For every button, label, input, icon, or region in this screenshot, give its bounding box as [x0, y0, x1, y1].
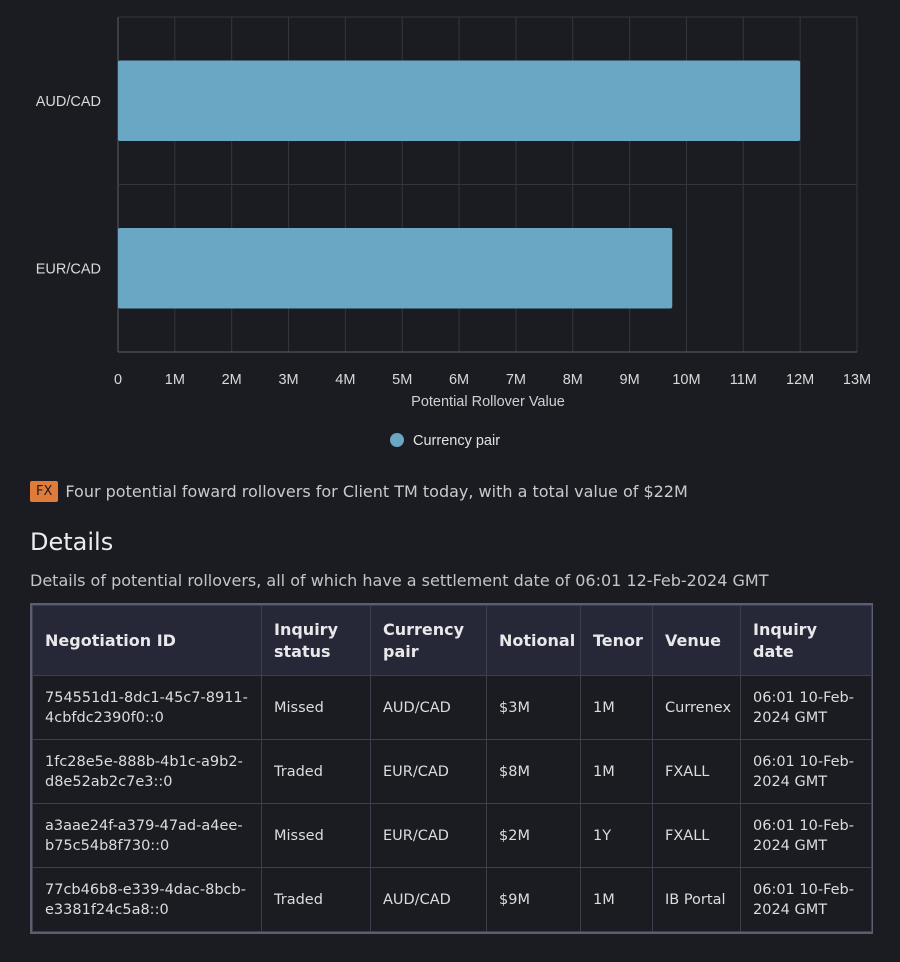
cell-negotiation-id: a3aae24f-a379-47ad-a4ee-b75c54b8f730::0 [32, 803, 262, 868]
table-header-row: Negotiation ID Inquiry status Currency p… [32, 605, 872, 676]
cell-inquiry-status: Missed [261, 803, 371, 868]
bar-aud-cad[interactable] [118, 60, 801, 141]
x-tick-label: 3M [278, 372, 298, 388]
cell-currency-pair: AUD/CAD [370, 867, 487, 932]
rollovers-table: Negotiation ID Inquiry status Currency p… [30, 603, 873, 934]
cell-tenor: 1M [580, 867, 653, 932]
details-heading: Details [30, 528, 114, 556]
cell-negotiation-id: 77cb46b8-e339-4dac-8bcb-e3381f24c5a8::0 [32, 867, 262, 932]
table-row[interactable]: 77cb46b8-e339-4dac-8bcb-e3381f24c5a8::0 … [32, 867, 872, 932]
y-tick-label: EUR/CAD [36, 261, 101, 277]
x-tick-label: 11M [730, 372, 757, 388]
cell-currency-pair: AUD/CAD [370, 675, 487, 740]
x-tick-label: 4M [335, 372, 355, 388]
cell-venue: FXALL [652, 739, 741, 804]
fx-badge: FX [30, 480, 59, 502]
column-header-notional[interactable]: Notional [486, 605, 581, 676]
cell-notional: $2M [486, 803, 581, 868]
cell-venue: Currenex [652, 675, 741, 740]
cell-notional: $3M [486, 675, 581, 740]
chart-legend[interactable]: Currency pair [390, 433, 500, 449]
column-header-currency-pair[interactable]: Currency pair [370, 605, 487, 676]
cell-inquiry-date: 06:01 10-Feb-2024 GMT [740, 867, 872, 932]
x-tick-label: 1M [165, 372, 185, 388]
chart-bars [118, 60, 801, 309]
cell-inquiry-status: Missed [261, 675, 371, 740]
details-description: Details of potential rollovers, all of w… [30, 571, 769, 590]
cell-tenor: 1Y [580, 803, 653, 868]
legend-label: Currency pair [413, 433, 500, 449]
table-row[interactable]: 754551d1-8dc1-45c7-8911-4cbfdc2390f0::0 … [32, 675, 872, 740]
cell-venue: FXALL [652, 803, 741, 868]
cell-venue: IB Portal [652, 867, 741, 932]
x-tick-label: 13M [843, 372, 871, 388]
x-tick-label: 2M [222, 372, 242, 388]
cell-tenor: 1M [580, 739, 653, 804]
x-tick-label: 7M [506, 372, 526, 388]
bar-eur-cad[interactable] [118, 228, 673, 309]
cell-notional: $9M [486, 867, 581, 932]
cell-inquiry-date: 06:01 10-Feb-2024 GMT [740, 675, 872, 740]
chart-x-tick-labels: 0 1M 2M 3M 4M 5M 6M 7M 8M 9M 10M 11M 12M 13M [114, 372, 871, 388]
x-tick-label: 0 [114, 372, 122, 388]
cell-negotiation-id: 1fc28e5e-888b-4b1c-a9b2-d8e52ab2c7e3::0 [32, 739, 262, 804]
column-header-tenor[interactable]: Tenor [580, 605, 653, 676]
summary-line: FX Four potential foward rollovers for C… [30, 478, 688, 504]
column-header-venue[interactable]: Venue [652, 605, 741, 676]
cell-currency-pair: EUR/CAD [370, 803, 487, 868]
table-row[interactable]: a3aae24f-a379-47ad-a4ee-b75c54b8f730::0 … [32, 803, 872, 868]
column-header-inquiry-status[interactable]: Inquiry status [261, 605, 371, 676]
x-tick-label: 10M [672, 372, 700, 388]
x-tick-label: 5M [392, 372, 412, 388]
x-tick-label: 6M [449, 372, 469, 388]
cell-inquiry-date: 06:01 10-Feb-2024 GMT [740, 739, 872, 804]
column-header-negotiation-id[interactable]: Negotiation ID [32, 605, 262, 676]
cell-inquiry-status: Traded [261, 739, 371, 804]
x-tick-label: 9M [620, 372, 640, 388]
cell-negotiation-id: 754551d1-8dc1-45c7-8911-4cbfdc2390f0::0 [32, 675, 262, 740]
cell-inquiry-status: Traded [261, 867, 371, 932]
cell-currency-pair: EUR/CAD [370, 739, 487, 804]
x-axis-title: Potential Rollover Value [411, 394, 565, 410]
cell-notional: $8M [486, 739, 581, 804]
cell-inquiry-date: 06:01 10-Feb-2024 GMT [740, 803, 872, 868]
y-tick-label: AUD/CAD [36, 94, 101, 110]
summary-text: Four potential foward rollovers for Clie… [65, 481, 688, 501]
chart-y-tick-labels: AUD/CAD EUR/CAD [36, 94, 101, 278]
rollover-bar-chart: AUD/CAD EUR/CAD 0 1M 2M 3M 4M 5M 6M 7M 8M 9M 10M 11M… [36, 16, 871, 449]
x-tick-label: 8M [563, 372, 583, 388]
column-header-inquiry-date[interactable]: Inquiry date [740, 605, 872, 676]
legend-marker [390, 433, 404, 447]
cell-tenor: 1M [580, 675, 653, 740]
table-row[interactable]: 1fc28e5e-888b-4b1c-a9b2-d8e52ab2c7e3::0 … [32, 739, 872, 804]
x-tick-label: 12M [786, 372, 814, 388]
